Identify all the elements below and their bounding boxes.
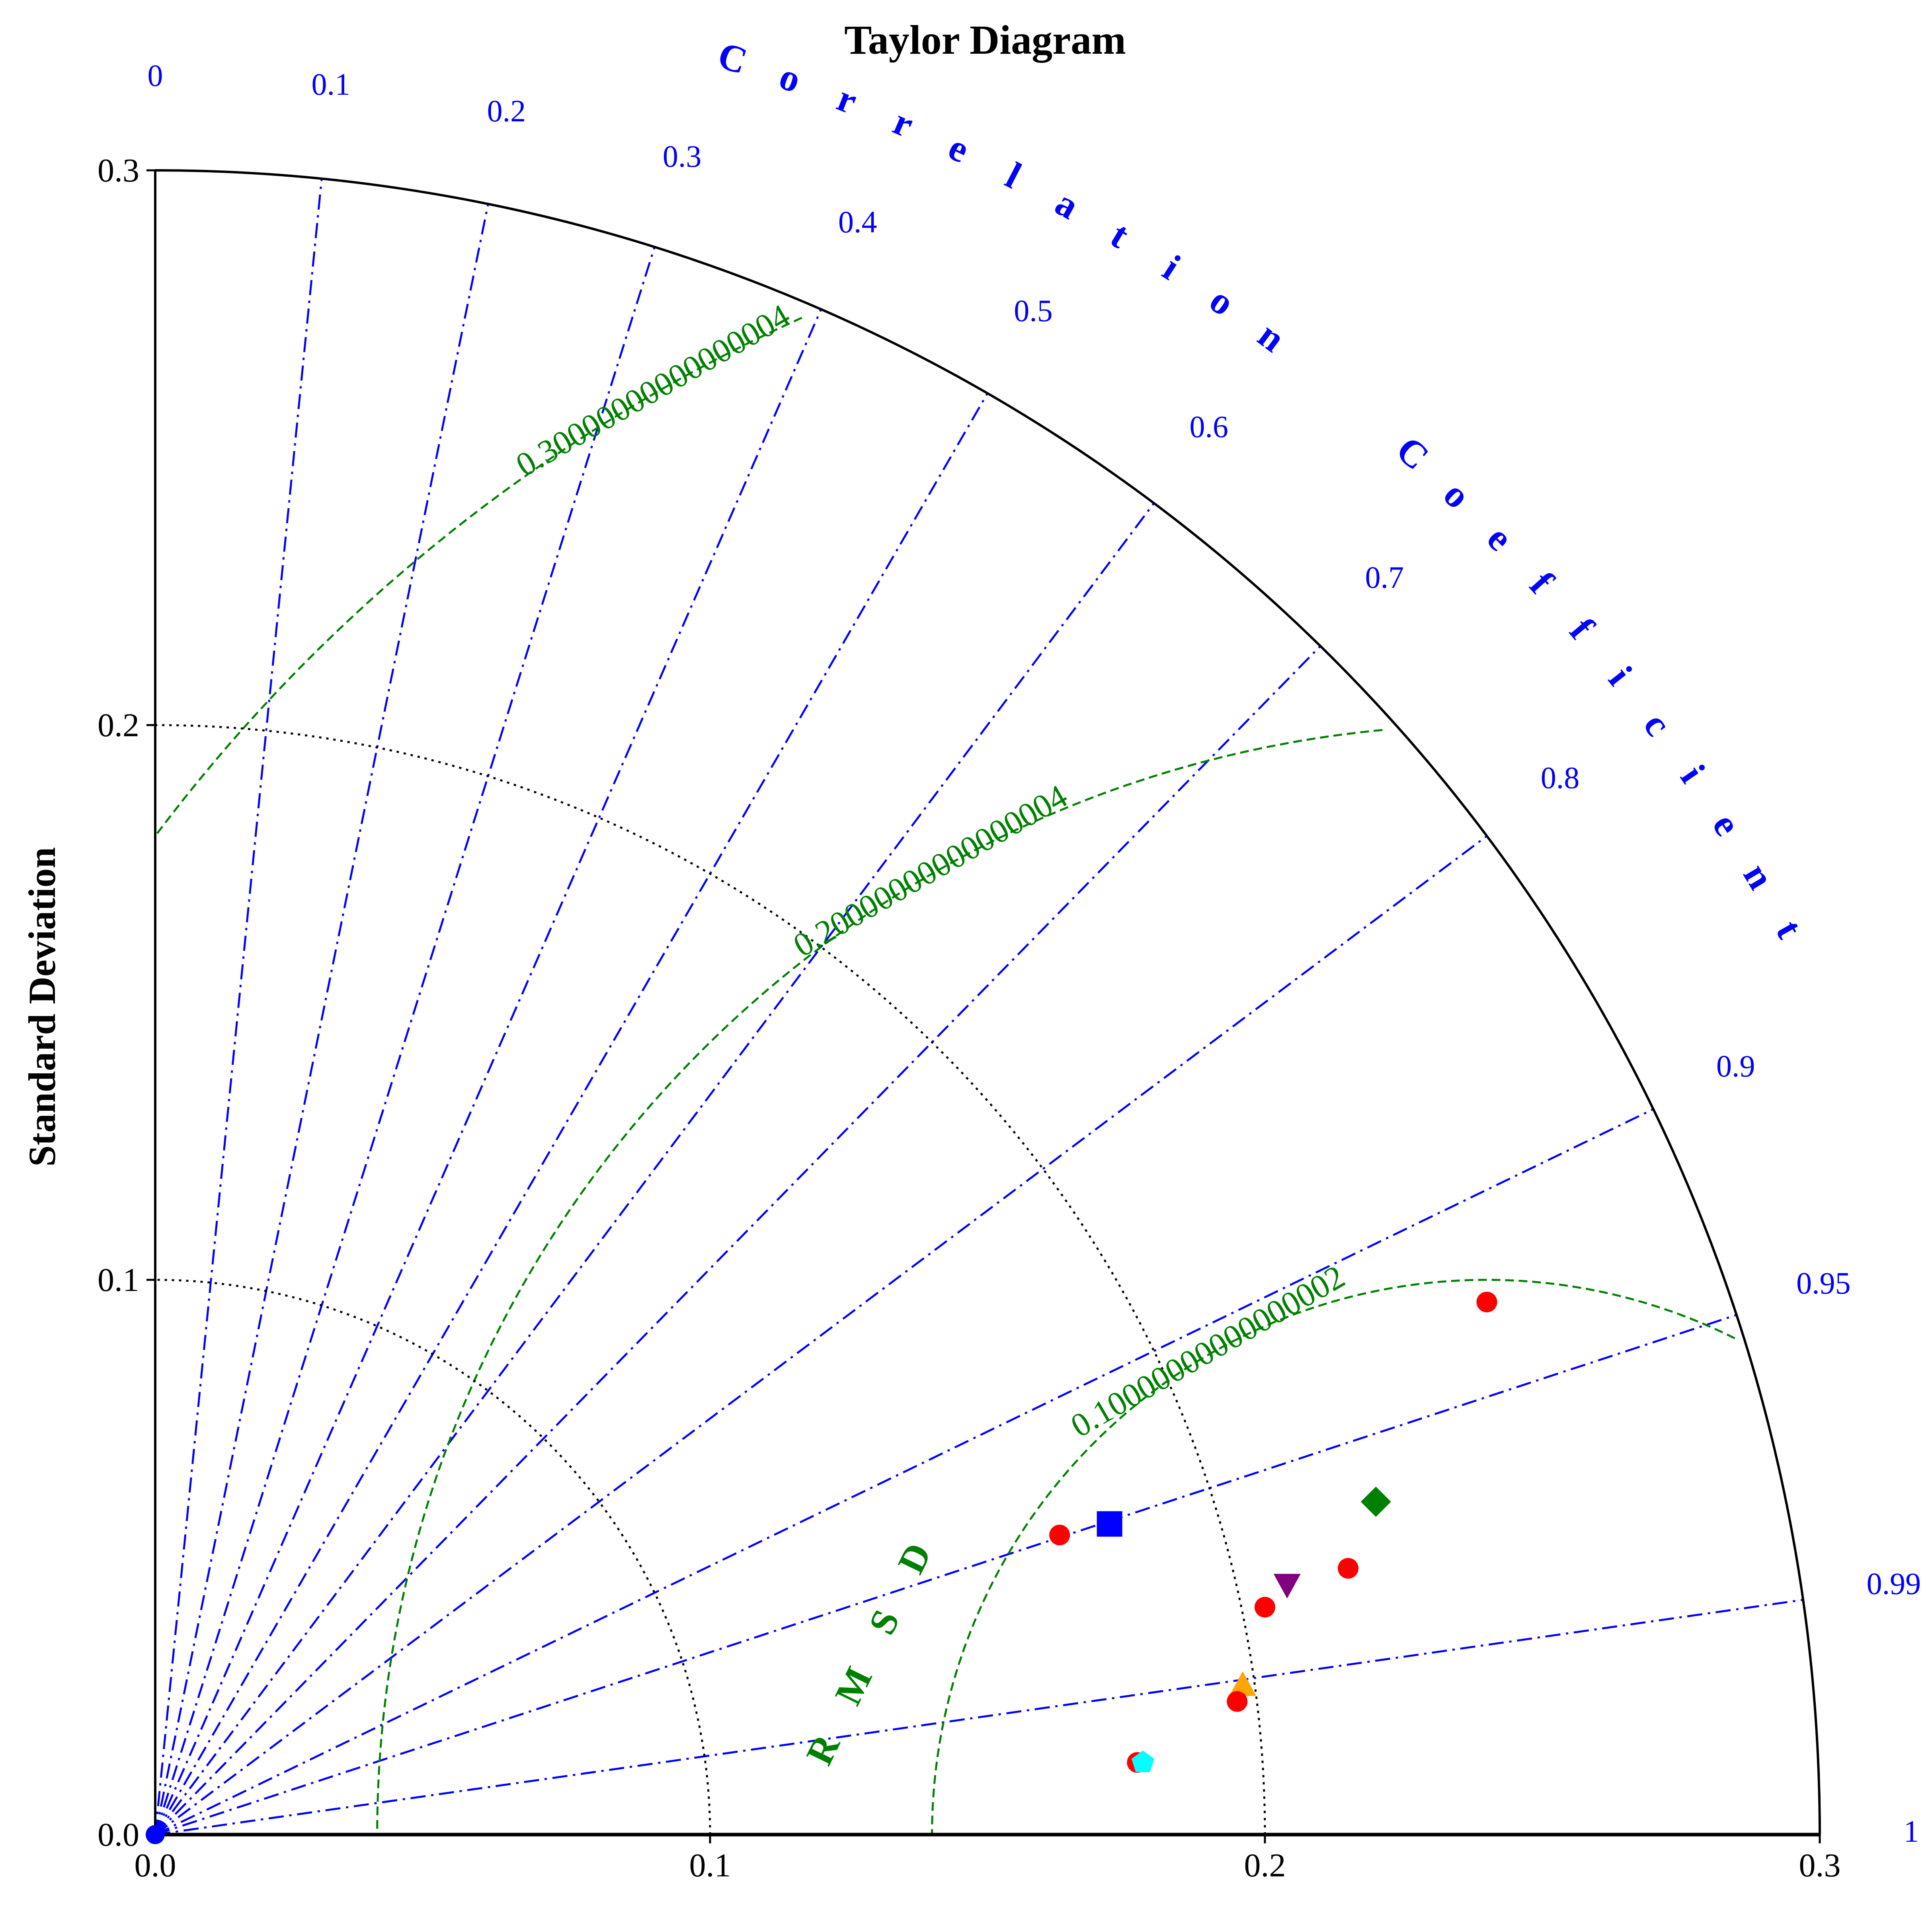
correlation-line: [154, 835, 1488, 1836]
rmsd-title-letter: S: [860, 1603, 908, 1641]
rms-contour-label: 0.20000000000000004: [787, 778, 1073, 964]
correlation-title-letter: r: [831, 76, 863, 122]
rmsd-title-letter: D: [889, 1537, 940, 1580]
rmsd-title-letter: R: [798, 1727, 848, 1771]
correlation-title-letter: i: [1155, 246, 1188, 288]
data-points-group: [1049, 1291, 1497, 1773]
data-point-circle: [1476, 1291, 1497, 1312]
correlation-title-letter: f: [1561, 610, 1602, 647]
correlation-title-letter: C: [713, 33, 752, 82]
correlation-title-letter: t: [1103, 213, 1136, 256]
y-tick-label: 0.1: [98, 1262, 139, 1299]
data-point-circle: [1255, 1597, 1275, 1618]
std-dev-arc: [155, 1279, 711, 1835]
chart-title: Taylor Diagram: [844, 17, 1126, 63]
correlation-title-letter: l: [999, 154, 1028, 197]
correlation-line: [154, 246, 656, 1835]
correlation-title-letter: e: [942, 125, 976, 171]
data-point-square: [1097, 1511, 1122, 1537]
axes-group: [146, 169, 1821, 1844]
correlation-line: [154, 1108, 1654, 1836]
correlation-title-letter: t: [1768, 913, 1811, 945]
correlation-line: [154, 309, 822, 1835]
correlation-line: [154, 203, 489, 1835]
rms-contour-label: 0.10000000000000002: [1065, 1258, 1351, 1445]
correlation-tick-label: 0.2: [487, 94, 526, 128]
correlation-title-letter: o: [774, 55, 807, 101]
correlation-tick-label: 0.9: [1716, 1049, 1755, 1083]
correlation-title-letter: n: [1735, 856, 1783, 896]
x-tick-label: 0.0: [135, 1847, 176, 1884]
rms-contour: [376, 729, 1383, 1835]
x-tick-label: 0.1: [689, 1847, 731, 1884]
y-axis-label: Standard Deviation: [21, 847, 63, 1167]
origin-marker: [146, 1825, 165, 1844]
rms-contour: [155, 317, 802, 836]
rmsd-title-letter: M: [826, 1660, 880, 1711]
correlation-lines-group: [154, 178, 1803, 1836]
data-point-triangle-up: [1229, 1671, 1257, 1696]
correlation-title-letter: f: [1522, 564, 1562, 602]
correlation-tick-label: 1: [1904, 1814, 1919, 1849]
correlation-tick-label: 0.6: [1189, 409, 1228, 444]
x-tick-label: 0.3: [1799, 1847, 1841, 1884]
y-tick-label: 0.3: [98, 152, 139, 189]
rms-contour-label: 0.30000000000000004: [510, 297, 796, 484]
correlation-tick-label: 0.4: [838, 205, 877, 239]
correlation-title-letter: i: [1672, 757, 1713, 790]
correlation-tick-label: 0.3: [663, 139, 702, 174]
correlation-line: [154, 645, 1321, 1835]
outer-arc: [155, 169, 1821, 1835]
y-tick-label: 0.2: [98, 707, 139, 744]
labels-group: 0 0.1 0.2 0.3 0.4 0.5 0.6 0.7 0.8 0.9 0.95 0.99 1 0.1…: [98, 33, 1921, 1884]
data-point-circle: [1227, 1691, 1248, 1712]
data-point-pentagon: [1131, 1750, 1154, 1773]
correlation-title-letter: i: [1600, 658, 1641, 693]
correlation-title-letter: C: [1388, 428, 1437, 478]
correlation-title-letter: c: [1635, 704, 1680, 743]
correlation-tick-label: 0.1: [311, 67, 350, 101]
std-arcs-group: [155, 724, 1266, 1835]
correlation-line: [154, 178, 323, 1835]
correlation-title-letter: o: [1436, 473, 1479, 517]
y-tick-label: 0.0: [98, 1816, 139, 1853]
correlation-line: [154, 393, 989, 1835]
correlation-title-letter: r: [887, 100, 920, 146]
x-tick-label: 0.2: [1244, 1847, 1286, 1884]
correlation-line: [155, 1599, 1803, 1836]
correlation-tick-label: 0: [148, 58, 163, 93]
correlation-title-letter: e: [1479, 517, 1522, 559]
correlation-line: [154, 502, 1155, 1835]
correlation-tick-label: 0.5: [1014, 293, 1053, 328]
correlation-title-letter: a: [1048, 181, 1086, 228]
rms-contours-group: [155, 317, 1735, 1835]
correlation-tick-label: 0.99: [1867, 1566, 1921, 1601]
correlation-tick-label: 0.95: [1796, 1266, 1851, 1300]
data-point-circle: [1338, 1558, 1359, 1579]
data-point-circle: [1049, 1525, 1070, 1546]
correlation-title-letter: e: [1704, 805, 1749, 843]
correlation-tick-label: 0.8: [1541, 761, 1580, 795]
correlation-title-letter: o: [1202, 278, 1242, 324]
data-point-triangle-down: [1273, 1574, 1301, 1599]
correlation-tick-label: 0.7: [1365, 560, 1404, 595]
std-dev-arc: [155, 724, 1266, 1835]
correlation-title-letter: n: [1251, 313, 1293, 360]
rms-contour: [931, 1279, 1735, 1835]
data-point-diamond: [1360, 1486, 1391, 1517]
correlation-line: [155, 1314, 1737, 1836]
